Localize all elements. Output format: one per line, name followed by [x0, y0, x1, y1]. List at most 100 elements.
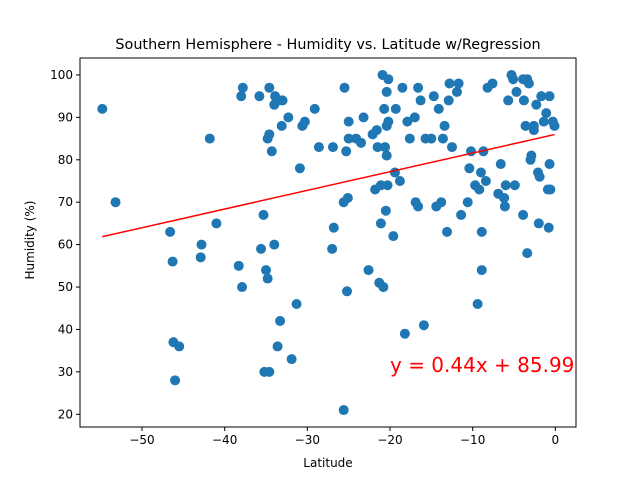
- data-point: [499, 201, 510, 212]
- data-point: [439, 120, 450, 131]
- data-point: [342, 192, 353, 203]
- data-point: [433, 103, 444, 114]
- data-point: [382, 180, 393, 191]
- data-point: [528, 125, 539, 136]
- data-point: [375, 218, 386, 229]
- data-point: [264, 129, 275, 140]
- data-point: [258, 209, 269, 220]
- data-point: [413, 201, 424, 212]
- data-point: [474, 184, 485, 195]
- data-point: [363, 265, 374, 276]
- data-point: [313, 142, 324, 153]
- y-tick-label: 90: [58, 110, 73, 124]
- data-point: [476, 226, 487, 237]
- data-point: [372, 142, 383, 153]
- data-point: [277, 95, 288, 106]
- data-point: [499, 192, 510, 203]
- data-point: [383, 74, 394, 85]
- data-point: [381, 150, 392, 161]
- data-point: [522, 248, 533, 259]
- data-point: [381, 86, 392, 97]
- data-point: [237, 82, 248, 93]
- data-point: [254, 91, 265, 102]
- data-point: [341, 146, 352, 157]
- data-point: [379, 103, 390, 114]
- data-point: [437, 133, 448, 144]
- data-point: [541, 108, 552, 119]
- data-point: [276, 120, 287, 131]
- data-point: [462, 197, 473, 208]
- data-point: [97, 103, 108, 114]
- data-point: [495, 159, 506, 170]
- data-point: [418, 320, 429, 331]
- data-point: [388, 231, 399, 242]
- data-point: [508, 74, 519, 85]
- data-point: [544, 159, 555, 170]
- data-point: [404, 133, 415, 144]
- data-point: [339, 82, 350, 93]
- data-point: [264, 82, 275, 93]
- data-point: [204, 133, 215, 144]
- data-point: [464, 163, 475, 174]
- y-tick-label: 70: [58, 195, 73, 209]
- data-point: [402, 116, 413, 127]
- data-point: [394, 176, 405, 186]
- data-point: [256, 243, 267, 254]
- data-point: [487, 78, 498, 89]
- data-point: [371, 125, 382, 136]
- data-point: [520, 120, 531, 131]
- data-point: [534, 171, 545, 182]
- data-point: [110, 197, 121, 208]
- data-point: [456, 209, 467, 220]
- data-point: [165, 226, 176, 237]
- data-point: [167, 256, 178, 267]
- data-point: [286, 354, 297, 365]
- y-tick-label: 30: [58, 365, 73, 379]
- data-point: [294, 163, 305, 174]
- data-point: [266, 146, 277, 157]
- data-point: [327, 243, 338, 254]
- data-point: [442, 226, 453, 237]
- data-point: [328, 222, 339, 233]
- data-point: [409, 112, 420, 123]
- data-point: [480, 176, 491, 186]
- chart-title: Southern Hemisphere - Humidity vs. Latit…: [115, 37, 540, 53]
- data-point: [544, 91, 555, 102]
- data-point: [533, 218, 544, 229]
- y-tick-label: 60: [58, 238, 73, 252]
- x-axis-label: Latitude: [303, 456, 352, 470]
- regression-layer: y = 0.44x + 85.99: [102, 133, 574, 377]
- data-point: [356, 137, 367, 148]
- x-tick-label: −10: [460, 433, 485, 447]
- x-tick-label: −30: [295, 433, 320, 447]
- data-point: [436, 197, 447, 208]
- data-point: [327, 142, 338, 153]
- data-point: [523, 78, 534, 89]
- data-point: [543, 222, 554, 233]
- regression-line: [102, 133, 555, 238]
- data-point: [413, 82, 424, 93]
- data-point: [309, 103, 320, 114]
- data-point: [211, 218, 222, 229]
- y-tick-label: 20: [58, 407, 73, 421]
- data-point: [426, 133, 437, 144]
- axes: −50 −40 −30 −20 −10 0 20 30 40 50 60 70 80 90 100: [50, 57, 577, 447]
- data-point: [338, 405, 349, 416]
- data-point: [526, 150, 537, 161]
- data-point: [196, 239, 207, 250]
- data-point: [236, 91, 247, 102]
- data-point: [380, 205, 391, 216]
- data-point: [170, 375, 181, 386]
- regression-equation: y = 0.44x + 85.99: [390, 353, 574, 377]
- y-tick-label: 100: [50, 68, 73, 82]
- data-point: [390, 103, 401, 114]
- data-point: [451, 86, 462, 97]
- data-point: [195, 252, 206, 263]
- data-point: [538, 116, 549, 127]
- x-tick-label: −20: [377, 433, 402, 447]
- x-tick-label: 0: [552, 433, 560, 447]
- data-point: [262, 273, 273, 284]
- data-point: [275, 315, 286, 326]
